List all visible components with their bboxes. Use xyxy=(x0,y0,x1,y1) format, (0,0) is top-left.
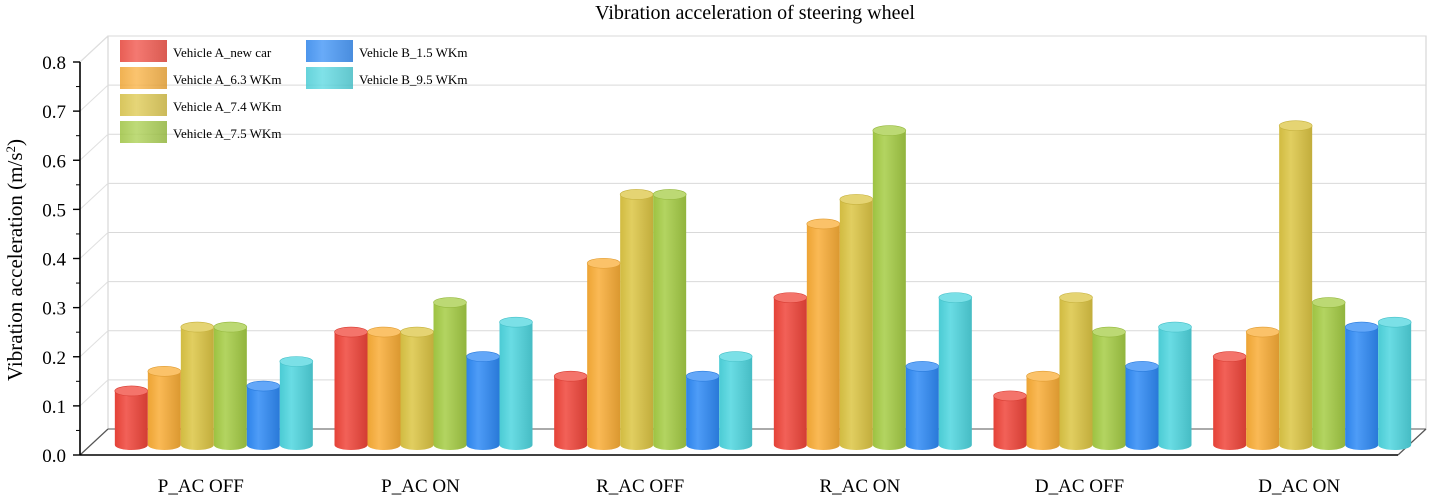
y-tick-label: 0.4 xyxy=(42,250,66,271)
bar xyxy=(718,351,753,450)
y-tick-label: 0.3 xyxy=(42,299,66,320)
axes xyxy=(73,61,1427,456)
legend-item: Vehicle B_1.5 WKm xyxy=(306,40,467,62)
bar xyxy=(993,390,1027,450)
x-tick-label: P_AC ON xyxy=(381,476,460,497)
bar xyxy=(806,218,841,450)
bar xyxy=(499,316,533,450)
bar xyxy=(246,380,281,450)
bar xyxy=(367,326,401,450)
bar xyxy=(938,292,973,450)
bar xyxy=(586,257,621,450)
legend-swatch xyxy=(120,94,167,116)
bar xyxy=(553,370,588,450)
bar xyxy=(872,125,907,450)
bar xyxy=(1245,326,1280,450)
legend-item: Vehicle A_7.5 WKm xyxy=(120,121,281,143)
y-tick-labels: 0.0 0.1 0.2 0.3 0.4 0.5 0.6 0.7 0.8 xyxy=(42,53,66,467)
bar xyxy=(1311,297,1346,450)
bar xyxy=(466,351,500,450)
bar xyxy=(905,361,940,450)
bar xyxy=(1212,351,1247,450)
x-tick-label: P_AC OFF xyxy=(158,476,244,497)
legend-label: Vehicle A_7.5 WKm xyxy=(173,126,281,141)
legend-item: Vehicle A_6.3 WKm xyxy=(120,67,281,89)
legend-label: Vehicle A_7.4 WKm xyxy=(173,99,281,114)
y-tick-label: 0.7 xyxy=(42,102,66,123)
bar xyxy=(652,189,687,450)
legend-swatch xyxy=(306,40,353,62)
bar xyxy=(400,326,434,450)
bar xyxy=(1125,361,1159,450)
y-tick-label: 0.6 xyxy=(42,151,66,172)
bar xyxy=(147,366,182,450)
legend-item: Vehicle B_9.5 WKm xyxy=(306,67,467,89)
bar xyxy=(433,297,467,450)
bar xyxy=(213,321,248,450)
legend-swatch xyxy=(120,67,167,89)
y-axis-label: Vibration acceleration (m/s2) xyxy=(3,139,28,381)
legend: Vehicle A_new car Vehicle A_6.3 WKm Vehicl… xyxy=(120,40,467,143)
x-tick-label: D_AC ON xyxy=(1258,476,1340,497)
bar xyxy=(1344,321,1379,450)
legend-item: Vehicle A_7.4 WKm xyxy=(120,94,281,116)
bar xyxy=(114,385,149,450)
bar xyxy=(1059,292,1093,450)
x-tick-label: D_AC OFF xyxy=(1035,476,1124,497)
legend-item: Vehicle A_new car xyxy=(120,40,272,62)
y-tick-label: 0.8 xyxy=(42,53,66,74)
bar xyxy=(773,292,808,450)
bar xyxy=(334,326,368,450)
bar xyxy=(279,356,314,450)
bar xyxy=(1377,316,1412,450)
legend-label: Vehicle B_1.5 WKm xyxy=(359,45,467,60)
bar xyxy=(839,194,874,450)
x-tick-label: R_AC OFF xyxy=(596,476,684,497)
bar xyxy=(1278,120,1313,450)
gridlines xyxy=(79,35,1426,407)
legend-swatch xyxy=(120,121,167,143)
y-tick-label: 0.5 xyxy=(42,200,66,221)
bar xyxy=(1026,370,1060,450)
legend-swatch xyxy=(306,67,353,89)
x-tick-labels: P_AC OFF P_AC ON R_AC OFF R_AC ON D_AC OFF D_… xyxy=(158,476,1341,497)
chart-title: Vibration acceleration of steering wheel xyxy=(595,2,915,24)
x-tick-label: R_AC ON xyxy=(819,476,900,497)
legend-label: Vehicle B_9.5 WKm xyxy=(359,72,467,87)
bar xyxy=(180,321,215,450)
y-tick-label: 0.0 xyxy=(42,446,66,467)
bars xyxy=(114,120,1412,450)
y-tick-label: 0.1 xyxy=(42,397,66,418)
legend-label: Vehicle A_6.3 WKm xyxy=(173,72,281,87)
legend-label: Vehicle A_new car xyxy=(173,45,272,60)
bar xyxy=(685,370,720,450)
y-tick-label: 0.2 xyxy=(42,348,66,369)
legend-swatch xyxy=(120,40,167,62)
bar xyxy=(619,189,654,450)
bar xyxy=(1092,326,1126,450)
bar xyxy=(1158,321,1192,450)
